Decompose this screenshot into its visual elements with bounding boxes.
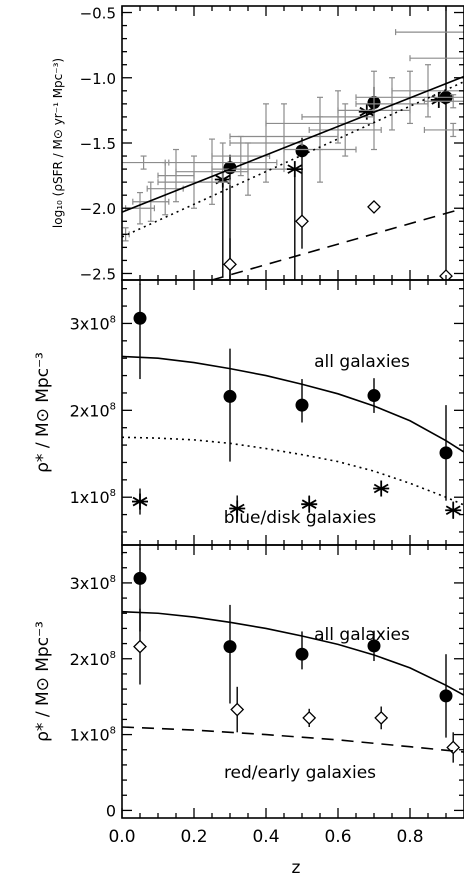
y-tick-label: 2x108	[70, 401, 116, 420]
data-point-filled-circle	[223, 389, 237, 403]
dotted-model-line	[122, 80, 464, 238]
data-point-asterisk	[301, 496, 318, 513]
y-axis-label: log₁₀ (ρSFR / M⊙ yr⁻¹ Mpc⁻³)	[51, 58, 65, 228]
panel-red-early-mass-density: 0 1x108 2x108 3x108 0.0 0.2 0.4 0.6 0.8 ρ* / M⊙ M…	[33, 544, 464, 847]
data-point-open-diamond	[133, 639, 147, 654]
data-point-asterisk	[132, 493, 148, 510]
data-point-open-diamond	[230, 702, 245, 717]
data-point-filled-circle	[223, 640, 237, 654]
data-point-filled-circle	[133, 311, 147, 325]
data-point-open-diamond	[295, 214, 309, 229]
data-point-filled-circle	[295, 398, 309, 412]
data-point-asterisk	[229, 500, 246, 517]
y-tick-label: 3x108	[70, 574, 116, 593]
y-tick-label: −1.0	[80, 70, 116, 88]
dotted-model-line	[122, 436, 464, 506]
dashed-model-line	[122, 726, 464, 753]
x-tick-label: 0.4	[252, 827, 279, 847]
axes-frame	[121, 544, 464, 819]
y-tick-label: 1x108	[70, 488, 116, 507]
y-tick-label: 2x108	[70, 650, 116, 669]
data-point-filled-circle	[295, 647, 309, 661]
panel-annotation: blue/disk galaxies	[224, 508, 377, 528]
data-point-asterisk	[373, 480, 390, 497]
panel-sfr-density: −2.5 −2.0 −1.5 −1.0 −0.5 log₁₀ (ρSFR / M⊙ yr⁻…	[51, 5, 464, 283]
solid-model-line	[122, 75, 464, 213]
axes-frame	[121, 279, 464, 546]
data-point-filled-circle	[439, 446, 453, 460]
y-tick-label: −2.0	[80, 200, 116, 218]
y-tick-label: 3x108	[70, 314, 116, 333]
plot-area	[122, 548, 464, 763]
panel-annotation: all galaxies	[314, 352, 410, 372]
y-tick-label: −2.5	[80, 265, 116, 283]
x-axis-title: z	[292, 858, 301, 878]
panel-blue-disk-mass-density: 1x108 2x108 3x108 ρ* / M⊙ Mpc⁻³ all galaxies…	[33, 279, 464, 546]
data-point-open-diamond	[223, 257, 237, 272]
x-tick-label: 0.6	[324, 827, 351, 847]
data-point-open-diamond	[302, 710, 317, 725]
data-point-open-diamond	[374, 710, 389, 725]
x-tick-label: 0.2	[180, 827, 207, 847]
data-point-filled-circle	[367, 639, 381, 653]
data-point-filled-circle	[367, 389, 381, 403]
plot-area	[122, 283, 464, 522]
data-point-open-diamond	[367, 200, 381, 214]
solid-model-line	[122, 355, 464, 453]
solid-model-line	[122, 610, 464, 696]
y-tick-label: 0	[106, 801, 116, 820]
y-axis-label: ρ* / M⊙ Mpc⁻³	[33, 621, 53, 742]
x-tick-label: 0.8	[396, 827, 423, 847]
data-point-asterisk	[445, 502, 462, 519]
y-tick-label: 1x108	[70, 726, 116, 745]
y-tick-label: −0.5	[80, 5, 116, 23]
data-point-filled-circle	[439, 689, 453, 703]
y-tick-label: −1.5	[80, 135, 116, 153]
data-point-filled-circle	[295, 144, 309, 158]
panel-annotation: red/early galaxies	[224, 763, 376, 783]
data-point-filled-circle	[133, 571, 147, 585]
plot-area	[122, 6, 464, 280]
y-axis-label: ρ* / M⊙ Mpc⁻³	[33, 352, 53, 473]
data-point-open-diamond	[446, 740, 461, 755]
panel-annotation: all galaxies	[314, 625, 410, 645]
data-point-asterisk	[286, 161, 303, 178]
dashed-model-line	[211, 207, 464, 280]
x-tick-label: 0.0	[108, 827, 135, 847]
